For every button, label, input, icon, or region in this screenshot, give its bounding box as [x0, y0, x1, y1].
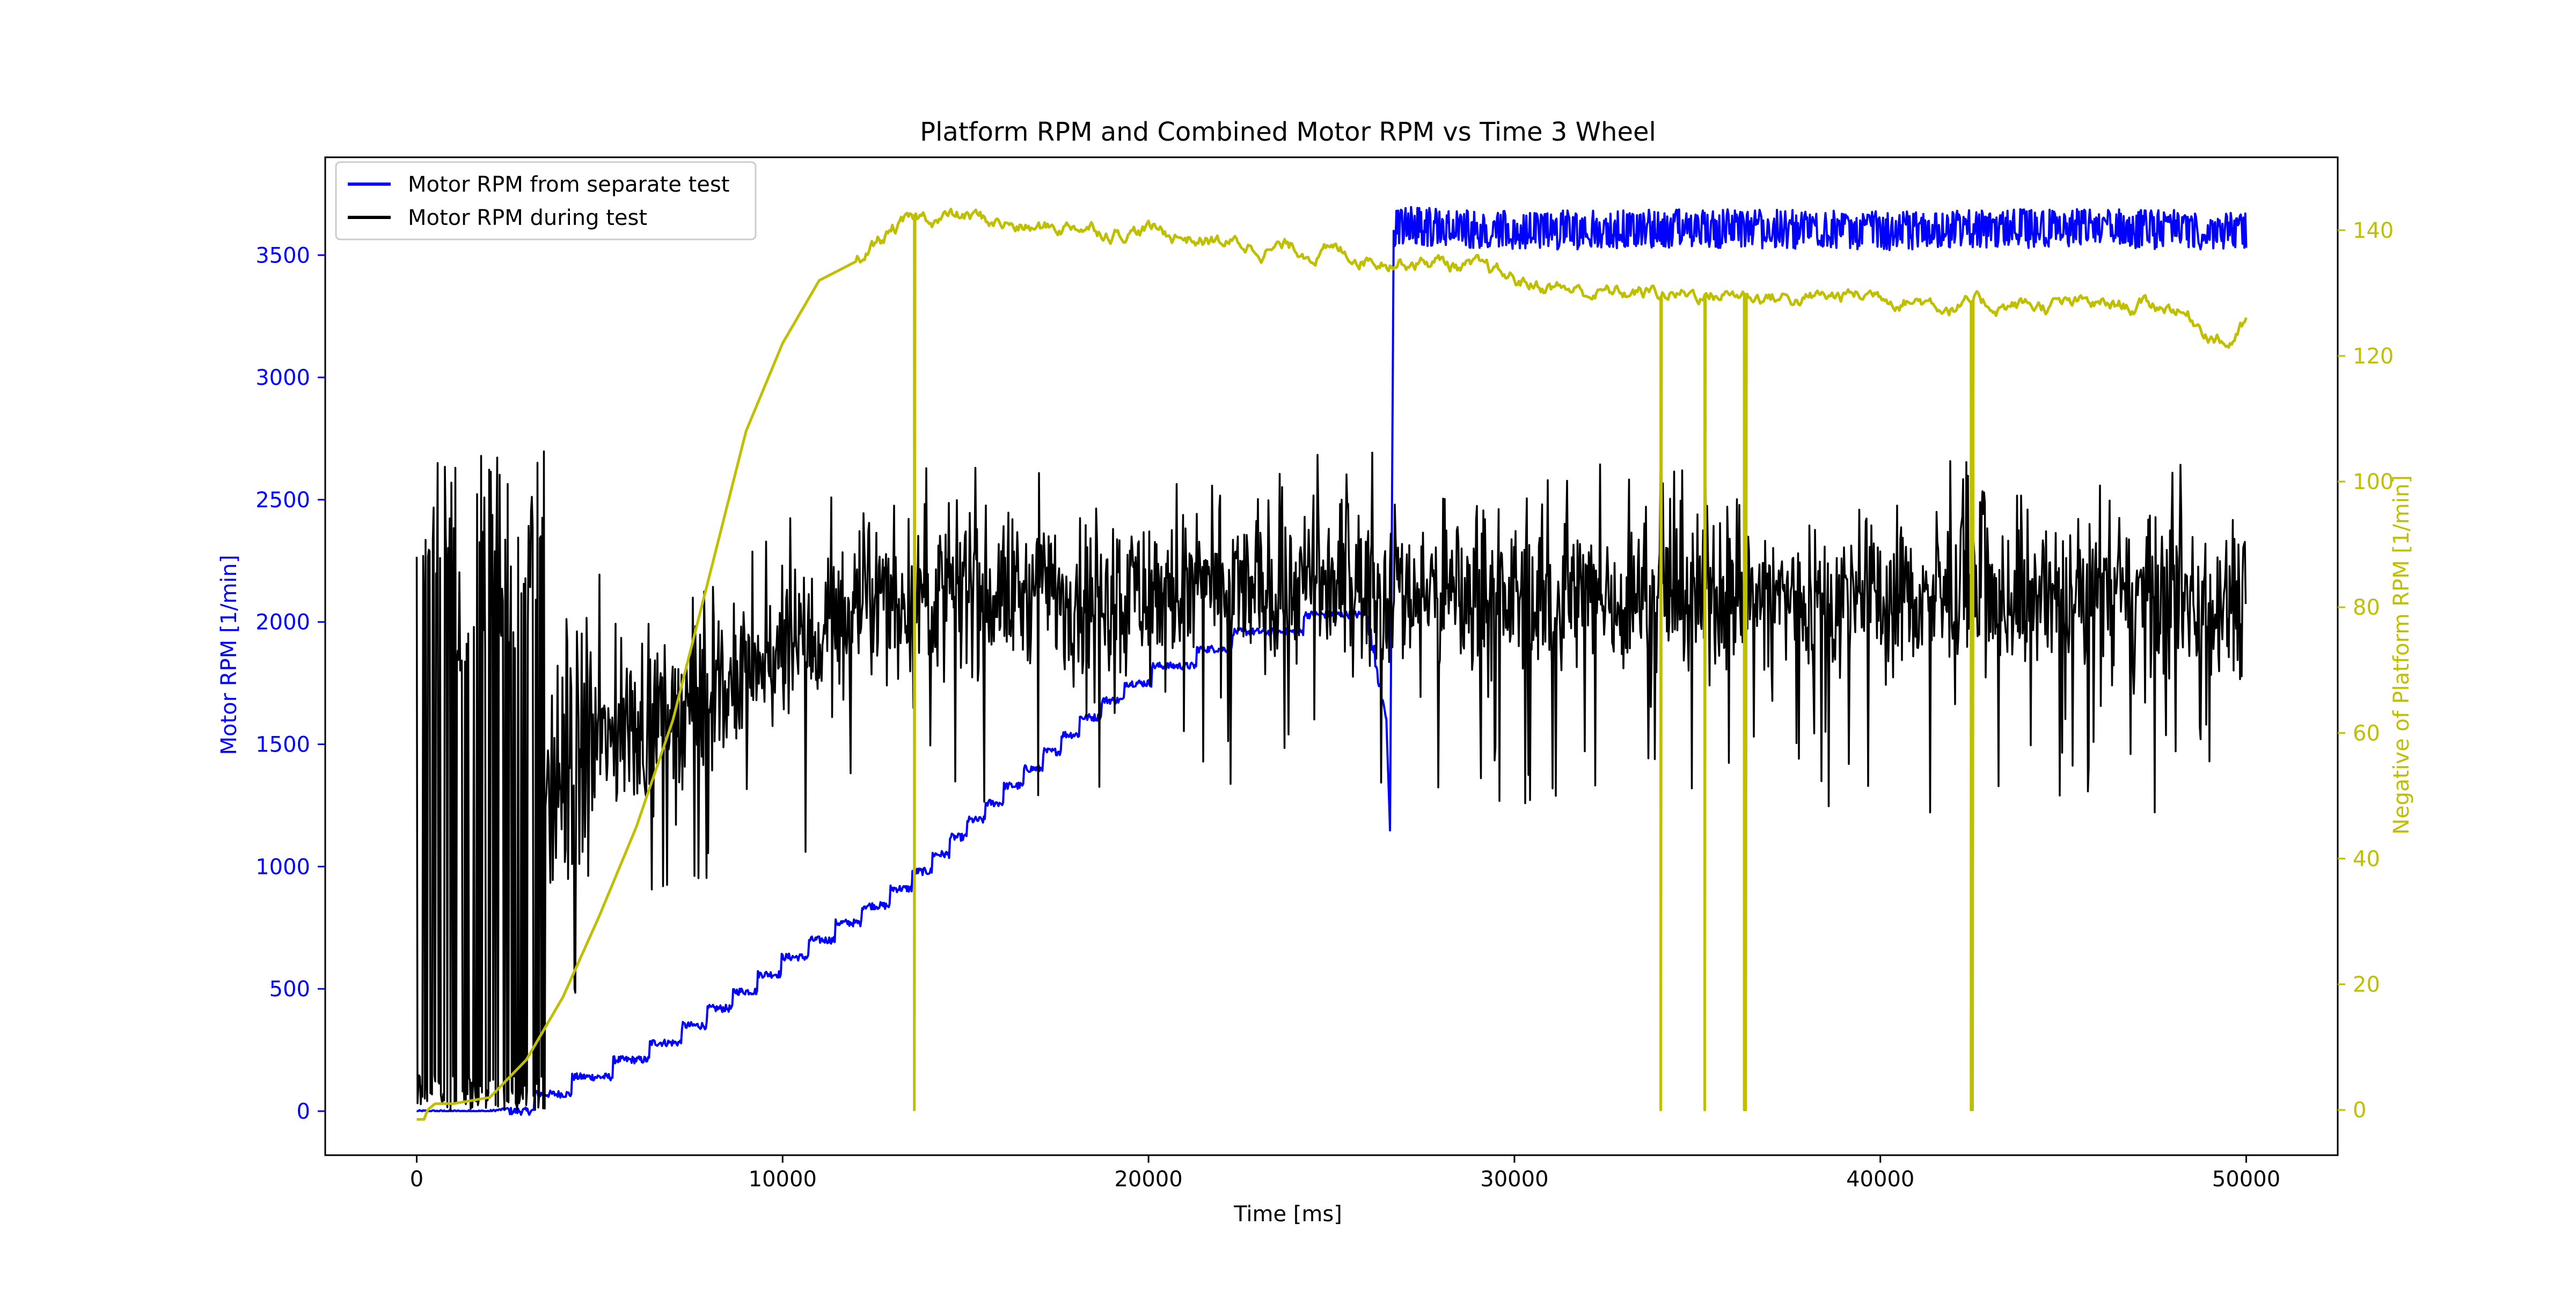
- y-left-tick-label: 2000: [255, 610, 310, 635]
- chart-title: Platform RPM and Combined Motor RPM vs T…: [920, 117, 1656, 147]
- y-right-tick-label: 40: [2353, 847, 2380, 871]
- y-left-tick-label: 3000: [255, 366, 310, 390]
- legend-label-separate: Motor RPM from separate test: [408, 172, 729, 197]
- x-tick-label: 20000: [1114, 1167, 1182, 1192]
- y-right-tick-label: 100: [2353, 470, 2394, 494]
- series-layer: [415, 206, 2248, 1121]
- y-right-tick-label: 80: [2353, 595, 2380, 620]
- y-left-tick-label: 2500: [255, 488, 310, 513]
- plot-frame: [324, 156, 2339, 1156]
- y-left-tick-label: 1000: [255, 855, 310, 879]
- legend: Motor RPM from separate test Motor RPM d…: [335, 161, 757, 240]
- x-tick-label: 0: [410, 1167, 423, 1192]
- y-right-tick-label: 140: [2353, 218, 2394, 243]
- series-line-platform: [416, 208, 2248, 1121]
- y-right-tick-label: 60: [2353, 721, 2380, 746]
- y-right-tick-label: 120: [2353, 344, 2394, 369]
- x-tick-label: 50000: [2212, 1167, 2280, 1192]
- y-axis-label-right: Negative of Platform RPM [1/min]: [2389, 475, 2414, 835]
- legend-box: [335, 161, 757, 240]
- y-left-tick-label: 1500: [255, 733, 310, 757]
- y-left-tick-label: 3500: [255, 243, 310, 268]
- y-right-tick-label: 20: [2353, 973, 2380, 997]
- y-right-tick-label: 0: [2353, 1098, 2366, 1123]
- axes-layer: 0 10000 20000 30000 40000 5000005001000150020…: [255, 156, 2394, 1192]
- y-left-tick-label: 0: [297, 1099, 310, 1124]
- legend-label-during: Motor RPM during test: [408, 206, 647, 230]
- x-axis-label: Time [ms]: [1233, 1202, 1342, 1227]
- y-left-tick-label: 500: [269, 977, 310, 1002]
- x-tick-label: 30000: [1480, 1167, 1548, 1192]
- x-tick-label: 10000: [749, 1167, 817, 1192]
- series-line-during-test: [415, 450, 2247, 1112]
- x-tick-label: 40000: [1846, 1167, 1914, 1192]
- y-axis-label-left: Motor RPM [1/min]: [217, 555, 241, 755]
